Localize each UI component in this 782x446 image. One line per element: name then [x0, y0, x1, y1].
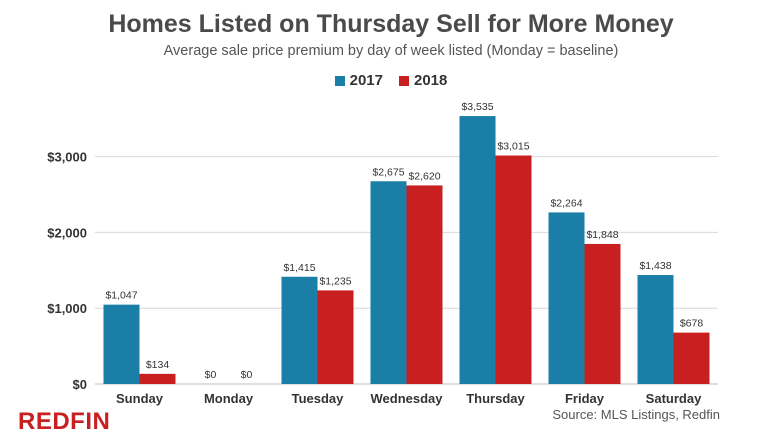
bar-2017-sunday [103, 304, 140, 384]
data-label-2017: $3,535 [461, 101, 493, 113]
bar-2018-saturday [673, 332, 710, 384]
x-tick-label: Sunday [116, 391, 164, 406]
chart-title: Homes Listed on Thursday Sell for More M… [108, 10, 674, 38]
source-note: Source: MLS Listings, Redfin [552, 407, 720, 422]
data-label-2017: $2,264 [550, 197, 582, 209]
data-label-2018: $1,848 [586, 229, 618, 241]
y-tick-label: $3,000 [47, 150, 87, 165]
bar-2018-sunday [139, 373, 176, 384]
data-label-2018: $0 [241, 369, 253, 381]
y-tick-label: $2,000 [47, 225, 87, 240]
legend: 2017 2018 [0, 72, 782, 89]
y-tick-label: $0 [73, 377, 87, 392]
legend-item-2018: 2018 [399, 72, 447, 89]
data-label-2018: $3,015 [497, 140, 529, 152]
data-label-2017: $0 [205, 369, 217, 381]
bar-2017-tuesday [281, 276, 318, 384]
legend-swatch-2018 [399, 75, 409, 86]
bar-2017-thursday [459, 116, 496, 384]
bar-2018-wednesday [406, 185, 443, 384]
legend-swatch-2017 [334, 75, 345, 86]
chart-subtitle: Average sale price premium by day of wee… [163, 43, 619, 59]
legend-label-2018: 2018 [414, 72, 448, 89]
x-tick-label: Tuesday [292, 391, 345, 406]
data-label-2018: $678 [680, 318, 704, 330]
bar-2018-thursday [495, 155, 532, 384]
x-tick-label: Friday [565, 391, 605, 406]
data-label-2017: $1,438 [639, 260, 671, 272]
bar-2018-friday [584, 243, 621, 384]
bar-2018-tuesday [317, 290, 354, 384]
data-label-2018: $1,235 [319, 275, 351, 287]
y-tick-label: $1,000 [47, 301, 87, 316]
data-label-2017: $1,415 [283, 262, 315, 274]
data-label-2017: $2,675 [372, 166, 404, 178]
data-label-2017: $1,047 [105, 290, 137, 302]
data-label-2018: $134 [146, 359, 170, 371]
bar-2017-saturday [637, 275, 674, 384]
legend-item-2017: 2017 [334, 72, 383, 89]
x-tick-label: Thursday [466, 391, 525, 406]
x-tick-label: Saturday [646, 391, 702, 406]
data-label-2018: $2,620 [408, 170, 440, 182]
legend-label-2017: 2017 [349, 72, 383, 89]
x-tick-label: Monday [204, 391, 254, 406]
bar-2017-wednesday [370, 181, 407, 384]
bar-2017-friday [548, 212, 585, 384]
redfin-logo: REDFIN [18, 408, 111, 435]
x-tick-label: Wednesday [370, 391, 443, 406]
